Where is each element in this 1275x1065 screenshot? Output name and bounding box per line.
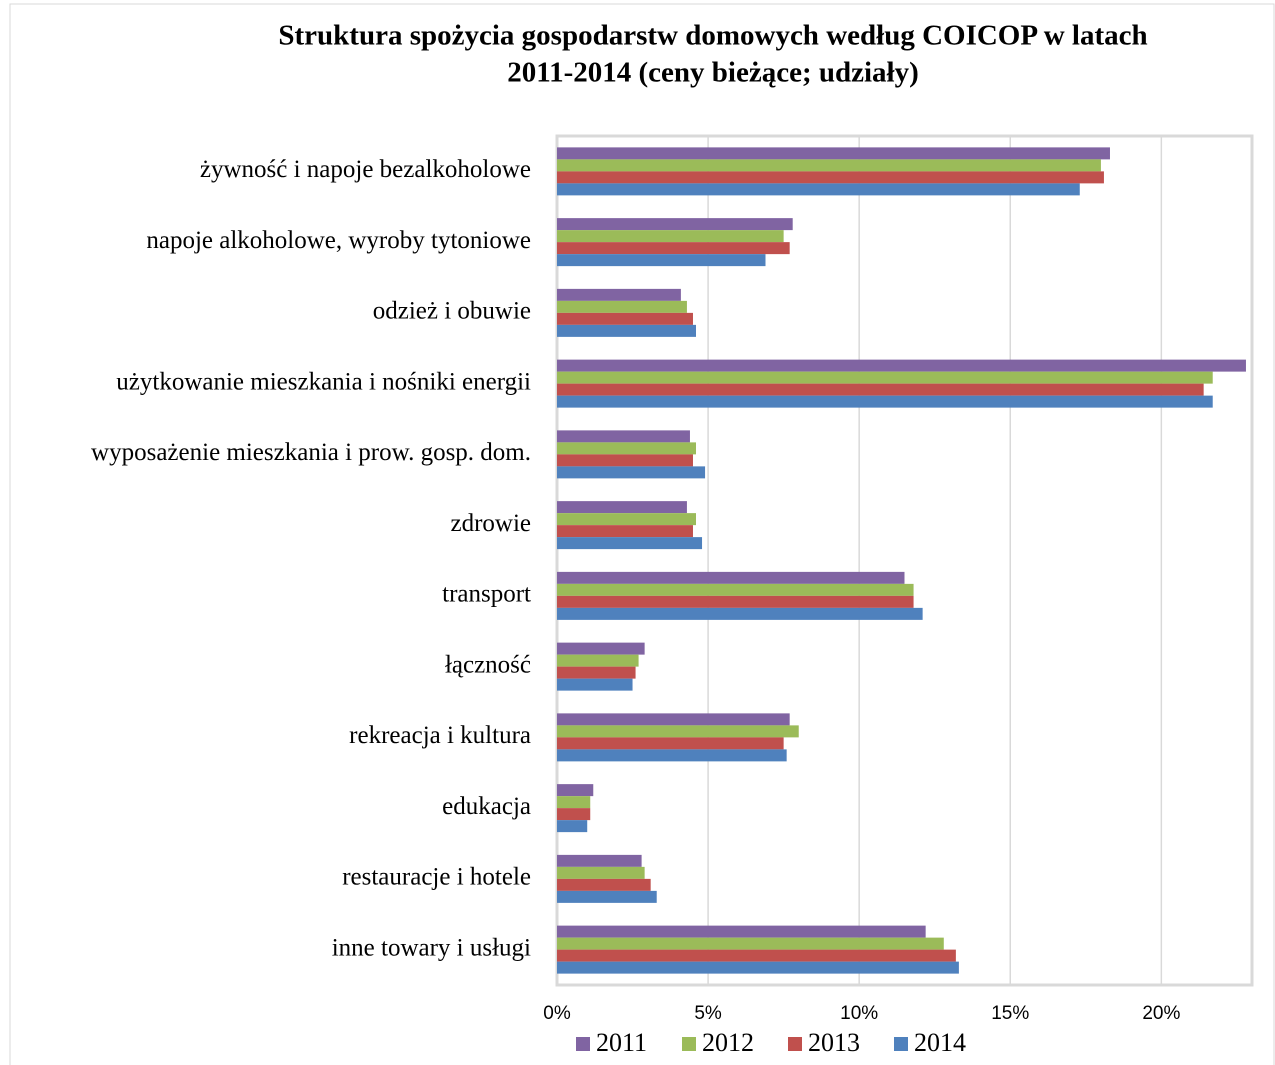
bar — [557, 513, 696, 526]
bar — [557, 371, 1213, 384]
bar — [557, 183, 1080, 196]
bar — [557, 242, 790, 255]
bar — [557, 820, 588, 833]
bar — [557, 854, 642, 867]
bar — [557, 430, 690, 443]
bar — [557, 796, 591, 809]
bar — [557, 595, 914, 608]
bar — [557, 218, 793, 231]
legend-label: 2013 — [808, 1028, 860, 1057]
bar — [557, 961, 959, 974]
legend-swatch — [894, 1037, 908, 1051]
x-tick-label: 5% — [694, 1003, 722, 1024]
bar — [557, 949, 956, 962]
bar — [557, 383, 1204, 396]
y-tick-label: łączność — [445, 651, 531, 678]
bar — [557, 725, 799, 738]
x-tick-label: 15% — [991, 1003, 1029, 1024]
bar — [557, 925, 926, 938]
bar — [557, 866, 645, 879]
y-tick-label: inne towary i usługi — [332, 934, 531, 961]
y-tick-label: wyposażenie mieszkania i prow. gosp. dom… — [91, 439, 531, 466]
legend-label: 2014 — [914, 1028, 966, 1057]
x-tick-label: 10% — [840, 1003, 878, 1024]
bar — [557, 466, 706, 479]
x-tick-label: 0% — [543, 1003, 571, 1024]
bar — [557, 666, 636, 679]
bar — [557, 300, 687, 313]
bar — [557, 147, 1110, 160]
bar — [557, 784, 594, 797]
y-tick-label: napoje alkoholowe, wyroby tytoniowe — [146, 227, 531, 254]
bar — [557, 937, 944, 950]
bar — [557, 395, 1213, 408]
bar — [557, 501, 687, 514]
bar — [557, 890, 657, 903]
bar — [557, 678, 633, 691]
chart-border — [9, 3, 1275, 1065]
chart-title: 2011-2014 (ceny bieżące; udziały) — [507, 57, 919, 89]
plot-border — [555, 134, 1254, 987]
bar — [557, 571, 905, 584]
bar — [557, 312, 693, 325]
legend-swatch — [576, 1037, 590, 1051]
x-tick-label: 20% — [1142, 1003, 1180, 1024]
legend-swatch — [788, 1037, 802, 1051]
y-tick-label: restauracje i hotele — [342, 864, 531, 891]
y-tick-label: odzież i obuwie — [373, 298, 531, 325]
y-tick-label: transport — [442, 581, 531, 608]
bar — [557, 737, 784, 750]
bar — [557, 607, 923, 620]
chart-title: Struktura spożycia gospodarstw domowych … — [278, 20, 1147, 52]
bar — [557, 878, 651, 891]
bar — [557, 454, 693, 467]
bar — [557, 654, 639, 667]
bar — [557, 159, 1101, 172]
bar — [557, 230, 784, 243]
bar — [557, 359, 1246, 372]
y-tick-label: zdrowie — [450, 510, 531, 537]
bar — [557, 171, 1104, 184]
legend-swatch — [682, 1037, 696, 1051]
bar — [557, 642, 645, 655]
bar — [557, 713, 790, 726]
bar — [557, 288, 681, 301]
y-tick-label: edukacja — [442, 793, 531, 820]
bar — [557, 442, 696, 455]
legend-label: 2012 — [702, 1028, 754, 1057]
bar — [557, 254, 766, 267]
y-tick-label: rekreacja i kultura — [349, 722, 531, 749]
y-tick-label: użytkowanie mieszkania i nośniki energii — [116, 368, 531, 395]
bar — [557, 583, 914, 596]
bar — [557, 525, 693, 538]
bar — [557, 537, 703, 550]
legend-label: 2011 — [596, 1028, 647, 1057]
bar — [557, 749, 787, 762]
bar — [557, 808, 591, 821]
y-tick-label: żywność i napoje bezalkoholowe — [200, 156, 531, 183]
bar — [557, 324, 696, 337]
